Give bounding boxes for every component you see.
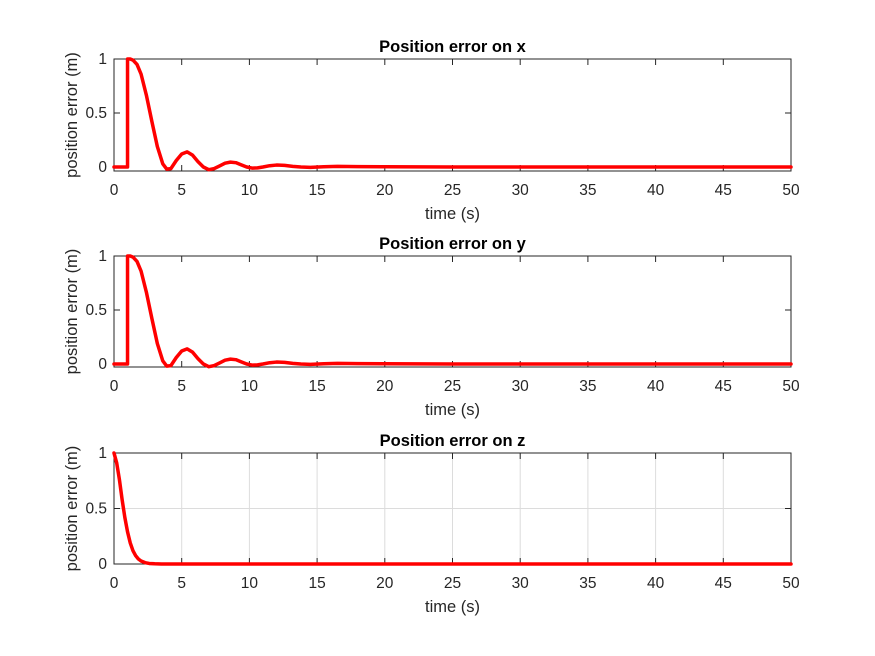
x-tick-label: 5 bbox=[177, 575, 186, 592]
y-tick-label: 1 bbox=[98, 51, 107, 68]
x-tick-label: 10 bbox=[241, 182, 259, 199]
x-tick-label: 35 bbox=[579, 182, 596, 199]
x-tick-label: 45 bbox=[715, 575, 732, 592]
y-tick-label: 0 bbox=[98, 556, 107, 573]
x-tick-label: 40 bbox=[647, 182, 665, 199]
x-tick-label: 35 bbox=[579, 378, 596, 395]
x-tick-label: 50 bbox=[782, 575, 800, 592]
x-tick-label: 45 bbox=[715, 378, 732, 395]
x-tick-label: 25 bbox=[444, 575, 461, 592]
subplot-2: 0 5 10 15 20 25 30 35 40 45 50 0 0.5 1 Position error … bbox=[63, 235, 800, 419]
x-tick-label: 50 bbox=[782, 378, 800, 395]
x-tick-label: 0 bbox=[110, 378, 119, 395]
y-axis-label: position error (m) bbox=[63, 249, 81, 375]
x-tick-label: 15 bbox=[308, 575, 325, 592]
y-tick-label: 0 bbox=[98, 159, 107, 176]
y-tick-label: 0 bbox=[98, 356, 107, 373]
x-tick-label: 5 bbox=[177, 378, 186, 395]
x-tick-label: 0 bbox=[110, 182, 119, 199]
x-tick-label: 25 bbox=[444, 182, 461, 199]
x-tick-label: 5 bbox=[177, 182, 186, 199]
subplot-title: Position error on x bbox=[379, 38, 527, 56]
y-axis-label: position error (m) bbox=[63, 52, 81, 178]
x-tick-label: 10 bbox=[241, 575, 259, 592]
series-line bbox=[112, 57, 793, 172]
subplot-1: 0 5 10 15 20 25 30 35 40 45 50 0 0.5 1 Position error … bbox=[63, 38, 800, 223]
y-tick-label: 1 bbox=[98, 445, 107, 462]
x-tick-label: 20 bbox=[376, 378, 394, 395]
x-tick-label: 30 bbox=[512, 378, 530, 395]
x-axis-label: time (s) bbox=[425, 205, 480, 223]
y-tick-label: 0.5 bbox=[85, 501, 107, 518]
x-tick-label: 20 bbox=[376, 575, 394, 592]
x-tick-label: 15 bbox=[308, 378, 325, 395]
x-axis-label: time (s) bbox=[425, 401, 480, 419]
x-tick-label: 25 bbox=[444, 378, 461, 395]
x-axis-label: time (s) bbox=[425, 598, 480, 616]
y-axis-label: position error (m) bbox=[63, 446, 81, 572]
x-tick-label: 0 bbox=[110, 575, 119, 592]
subplot-title: Position error on z bbox=[380, 432, 526, 450]
subplot-title: Position error on y bbox=[379, 235, 527, 253]
plot-area bbox=[114, 59, 791, 171]
y-tick-label: 0.5 bbox=[85, 302, 107, 319]
x-tick-label: 15 bbox=[308, 182, 325, 199]
x-tick-label: 40 bbox=[647, 575, 665, 592]
series-line bbox=[112, 451, 793, 566]
series-line bbox=[112, 254, 793, 369]
x-tick-label: 20 bbox=[376, 182, 394, 199]
x-tick-label: 45 bbox=[715, 182, 732, 199]
x-tick-label: 35 bbox=[579, 575, 596, 592]
x-tick-label: 30 bbox=[512, 575, 530, 592]
subplot-3: 0 5 10 15 20 25 30 35 40 45 50 0 0.5 1 Position error … bbox=[63, 432, 800, 616]
x-tick-label: 30 bbox=[512, 182, 530, 199]
y-tick-label: 1 bbox=[98, 248, 107, 265]
x-tick-label: 50 bbox=[782, 182, 800, 199]
x-tick-label: 10 bbox=[241, 378, 259, 395]
y-tick-label: 0.5 bbox=[85, 105, 107, 122]
x-tick-label: 40 bbox=[647, 378, 665, 395]
plot-area bbox=[114, 256, 791, 367]
